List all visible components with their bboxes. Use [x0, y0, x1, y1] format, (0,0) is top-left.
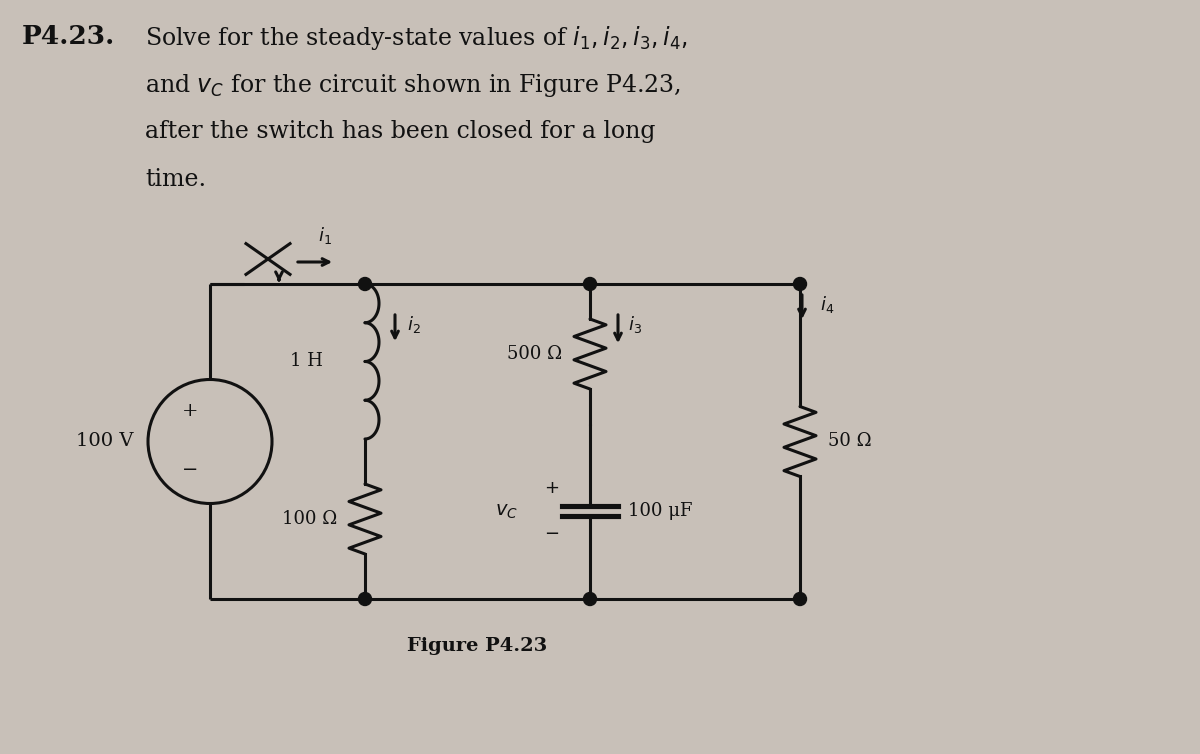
- Text: $v_C$: $v_C$: [494, 502, 518, 521]
- Circle shape: [793, 277, 806, 290]
- Text: −: −: [545, 526, 559, 544]
- Circle shape: [583, 593, 596, 605]
- Text: Figure P4.23: Figure P4.23: [407, 637, 547, 655]
- Circle shape: [583, 277, 596, 290]
- Circle shape: [793, 593, 806, 605]
- Text: $i_4$: $i_4$: [820, 294, 834, 315]
- Text: after the switch has been closed for a long: after the switch has been closed for a l…: [145, 120, 655, 143]
- Text: P4.23.: P4.23.: [22, 24, 115, 49]
- Text: 100 Ω: 100 Ω: [282, 510, 337, 528]
- Text: 500 Ω: 500 Ω: [506, 345, 562, 363]
- Text: 100 V: 100 V: [77, 433, 133, 450]
- Text: 1 H: 1 H: [290, 353, 323, 370]
- Text: $i_3$: $i_3$: [628, 314, 642, 335]
- Text: time.: time.: [145, 168, 206, 191]
- Circle shape: [359, 593, 372, 605]
- Text: +: +: [545, 480, 559, 498]
- Circle shape: [359, 277, 372, 290]
- Text: and $v_C$ for the circuit shown in Figure P4.23,: and $v_C$ for the circuit shown in Figur…: [145, 72, 680, 99]
- Text: 50 Ω: 50 Ω: [828, 433, 871, 450]
- Text: +: +: [181, 403, 198, 421]
- Text: 100 μF: 100 μF: [628, 502, 692, 520]
- Text: Solve for the steady-state values of $i_1, i_2, i_3, i_4,$: Solve for the steady-state values of $i_…: [145, 24, 688, 52]
- Text: $i_2$: $i_2$: [407, 314, 421, 335]
- Text: $i_1$: $i_1$: [318, 225, 332, 246]
- Text: −: −: [182, 461, 198, 479]
